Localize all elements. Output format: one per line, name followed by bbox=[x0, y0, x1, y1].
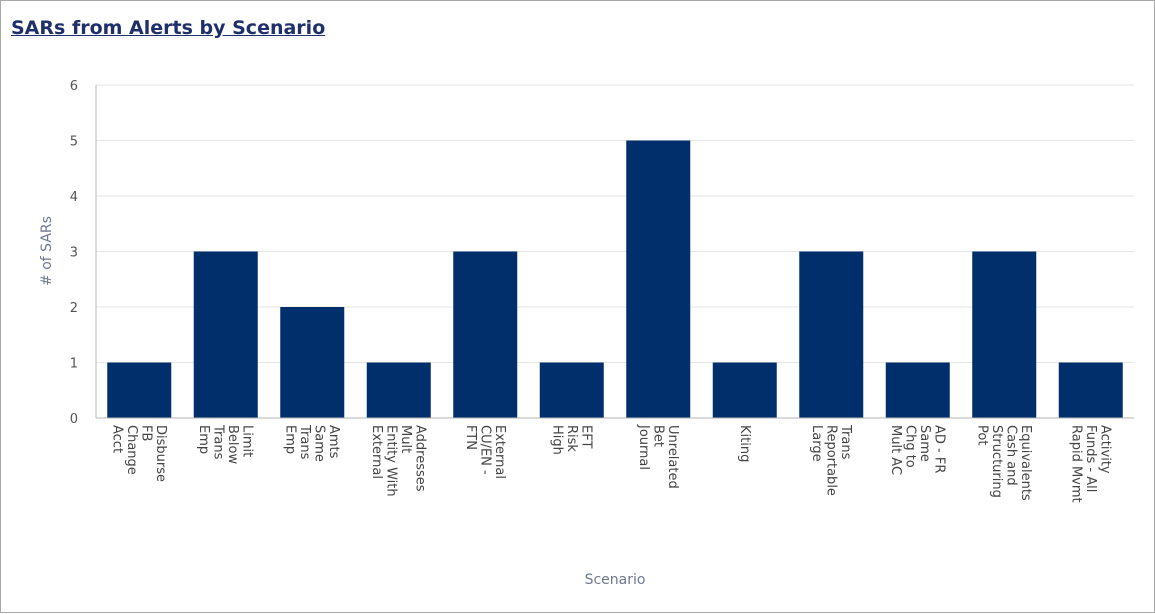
axes bbox=[95, 85, 1134, 419]
x-category-label-line: Risk bbox=[564, 425, 579, 452]
x-category-label-line: Entity With bbox=[384, 425, 399, 497]
x-category-label-line: High bbox=[549, 425, 564, 455]
y-tick-label: 2 bbox=[70, 301, 78, 316]
x-category-label-line: External bbox=[492, 425, 507, 479]
x-category-label-line: Trans bbox=[211, 424, 226, 460]
x-category-label: Acct Change FB Disburse bbox=[110, 425, 169, 482]
x-category-label-line: Limit bbox=[240, 425, 255, 457]
x-category-label-line: Cash and bbox=[1004, 425, 1019, 486]
y-tick-label: 4 bbox=[70, 190, 78, 205]
x-category-label: Pot Structuring Cash and Equivalents bbox=[975, 425, 1034, 501]
x-category-label-line: Equivalents bbox=[1018, 425, 1033, 501]
x-category-label: Rapid Mvmt Funds - All Activity bbox=[1068, 425, 1112, 503]
x-category-label: Emp Trans Same Amts bbox=[283, 424, 342, 462]
x-category-label-line: Same bbox=[312, 425, 327, 462]
x-category-label: Emp Trans Below Limit bbox=[196, 424, 255, 464]
x-category-label-line: Bet bbox=[650, 425, 665, 447]
bar[interactable] bbox=[366, 362, 431, 419]
x-category-label-line: Acct bbox=[110, 425, 125, 453]
x-category-label-line: EFT bbox=[578, 425, 593, 448]
x-category-label-line: Below bbox=[225, 425, 240, 464]
x-category-label-line: Journal bbox=[636, 424, 651, 470]
bar[interactable] bbox=[107, 362, 172, 419]
bar[interactable] bbox=[453, 251, 518, 419]
x-category-label-line: Chg to bbox=[903, 425, 918, 468]
bar[interactable] bbox=[1058, 362, 1123, 419]
bar[interactable] bbox=[885, 362, 950, 419]
bar[interactable] bbox=[712, 362, 777, 419]
x-category-label-line: Change bbox=[124, 425, 139, 475]
bar[interactable] bbox=[193, 251, 258, 419]
x-category-label-line: Emp bbox=[196, 425, 211, 454]
x-category-label-line: Addresses bbox=[413, 425, 428, 492]
x-category-label-line: Disburse bbox=[153, 425, 168, 482]
x-category-label-line: FTN bbox=[463, 425, 478, 450]
x-category-label-line: Reportable bbox=[823, 425, 838, 496]
x-category-label-line: Emp bbox=[283, 425, 298, 454]
bar[interactable] bbox=[539, 362, 604, 419]
x-category-label: Kiting bbox=[737, 425, 752, 462]
x-category-label-line: Same bbox=[917, 425, 932, 462]
x-category-label-line: Kiting bbox=[737, 425, 752, 462]
chart-title[interactable]: SARs from Alerts by Scenario bbox=[11, 17, 326, 39]
bar[interactable] bbox=[626, 140, 691, 419]
x-category-label-line: External bbox=[369, 425, 384, 479]
x-category-label: External Entity With Mult Addresses bbox=[369, 425, 428, 497]
x-category-label-line: Large bbox=[809, 425, 824, 462]
x-category-label-line: Structuring bbox=[989, 425, 1004, 498]
x-category-label-line: CU/EN - bbox=[477, 425, 492, 475]
x-category-label: High Risk EFT bbox=[549, 425, 593, 455]
bar[interactable] bbox=[280, 307, 345, 418]
x-category-label-line: Unrelated bbox=[665, 425, 680, 489]
x-category-label-line: AD - FR bbox=[932, 425, 947, 473]
x-category-label-line: Trans bbox=[297, 424, 312, 460]
y-tick-labels: 0 1 2 3 4 5 6 bbox=[70, 79, 78, 427]
bars bbox=[107, 140, 1123, 419]
y-tick-label: 3 bbox=[70, 246, 78, 261]
x-category-label: Mult AC Chg to Same AD - FR bbox=[888, 425, 947, 475]
x-category-label-line: Trans bbox=[838, 424, 853, 460]
x-category-label: Large Reportable Trans bbox=[809, 424, 853, 496]
x-category-label: Journal Bet Unrelated bbox=[636, 424, 680, 489]
y-tick-label: 1 bbox=[70, 357, 78, 372]
y-tick-label: 5 bbox=[70, 135, 78, 150]
y-tick-label: 0 bbox=[70, 412, 78, 427]
x-category-label-line: Amts bbox=[326, 425, 341, 459]
y-tick-label: 6 bbox=[70, 79, 78, 94]
gridlines bbox=[96, 84, 1134, 363]
x-axis-title: Scenario bbox=[585, 572, 646, 588]
x-category-label-line: Activity bbox=[1097, 425, 1112, 474]
x-category-label-line: Rapid Mvmt bbox=[1068, 425, 1083, 503]
bar[interactable] bbox=[799, 251, 864, 419]
x-category-label-line: Pot bbox=[975, 425, 990, 445]
y-axis-title: # of SARs bbox=[39, 216, 55, 286]
x-category-label-line: Mult AC bbox=[888, 425, 903, 475]
bar[interactable] bbox=[972, 251, 1037, 419]
x-category-label-line: FB bbox=[139, 425, 154, 441]
x-category-label: FTN CU/EN - External bbox=[463, 425, 507, 479]
x-category-label-line: Funds - All bbox=[1083, 425, 1098, 492]
x-category-label-line: Mult bbox=[398, 425, 413, 453]
x-category-labels: Acct Change FB Disburse Emp Trans Below Limit Em… bbox=[110, 424, 1113, 503]
